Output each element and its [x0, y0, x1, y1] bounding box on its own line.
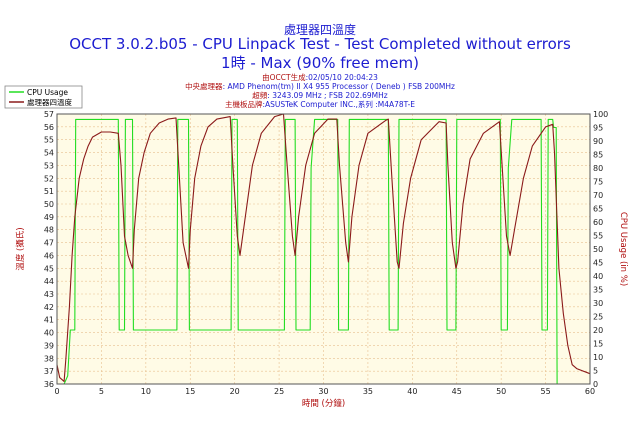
y-left-tick-label: 42 [44, 303, 54, 312]
y-left-tick-label: 39 [44, 341, 54, 350]
chart-title-line3: 1時 - Max (90% free mem) [221, 54, 419, 72]
y-right-tick-label: 80 [593, 164, 603, 173]
y-left-axis-ticks: 36 37 38 39 40 41 42 43 44 45 46 47 48 49 50 51 52 53 54 55… [44, 110, 54, 389]
y-left-tick-label: 40 [44, 329, 54, 338]
y-left-tick-label: 50 [44, 200, 54, 209]
y-right-axis-label: CPU Usage (in %) [618, 212, 628, 286]
x-tick-label: 60 [585, 387, 595, 396]
series-line-temperature [56, 113, 591, 382]
y-left-tick-label: 55 [44, 136, 54, 145]
info-overclock: 超頻: 3243.09 MHz ; FSB 202.69MHz [252, 91, 388, 100]
info-cpu: 中央處理器: AMD Phenom(tm) II X4 955 Processo… [185, 82, 455, 91]
y-left-tick-label: 49 [44, 213, 54, 222]
x-tick-label: 35 [363, 387, 373, 396]
y-left-tick-label: 38 [44, 354, 54, 363]
y-left-tick-label: 52 [44, 174, 54, 183]
y-left-tick-label: 54 [44, 149, 54, 158]
y-left-axis-label: 溫度 (攝氏) [15, 227, 26, 270]
y-right-tick-label: 90 [593, 137, 603, 146]
y-right-tick-label: 40 [593, 272, 603, 281]
y-right-tick-label: 5 [593, 367, 598, 376]
legend-box [4, 85, 83, 109]
x-tick-label: 10 [141, 387, 151, 396]
y-right-tick-label: 85 [593, 151, 603, 160]
y-left-tick-label: 37 [44, 367, 54, 376]
y-right-tick-label: 30 [593, 299, 603, 308]
y-left-tick-label: 44 [44, 277, 54, 286]
y-left-tick-label: 48 [44, 226, 54, 235]
x-tick-label: 45 [452, 387, 462, 396]
y-left-tick-label: 56 [44, 123, 54, 132]
plot-frame [56, 113, 591, 385]
y-right-tick-label: 10 [593, 353, 603, 362]
x-tick-label: 20 [230, 387, 240, 396]
y-right-tick-label: 35 [593, 286, 603, 295]
x-axis-label: 時間 (分鐘) [302, 398, 345, 409]
y-right-tick-label: 55 [593, 232, 603, 241]
y-left-tick-label: 46 [44, 251, 54, 260]
x-tick-label: 5 [99, 387, 104, 396]
y-left-tick-label: 57 [44, 110, 54, 119]
y-left-tick-label: 43 [44, 290, 54, 299]
y-right-tick-label: 15 [593, 340, 603, 349]
y-left-tick-label: 47 [44, 239, 54, 248]
info-motherboard: 主機板品牌:ASUSTeK Computer INC.,系列 :M4A78T-E [224, 100, 416, 109]
y-right-axis-ticks: 0 5 10 15 20 25 30 35 40 45 50 55 60 65 70 75 80 85 90 95 10… [593, 110, 608, 389]
x-axis-ticks: 0 5 10 15 20 25 30 35 40 45 50 55 60 [54, 387, 595, 396]
y-right-tick-label: 100 [593, 110, 608, 119]
x-tick-label: 40 [407, 387, 417, 396]
legend-label-cpu-usage: CPU Usage [27, 88, 68, 97]
y-left-tick-label: 45 [44, 264, 54, 273]
y-right-tick-label: 45 [593, 259, 603, 268]
legend: CPU Usage 處理器四溫度 [4, 85, 83, 109]
legend-label-temperature: 處理器四溫度 [27, 97, 72, 107]
x-tick-label: 50 [496, 387, 506, 396]
info-generated: 由OCCT生成:02/05/10 20:04:23 [262, 73, 378, 82]
y-right-tick-label: 70 [593, 191, 603, 200]
x-tick-label: 55 [540, 387, 550, 396]
y-left-tick-label: 36 [44, 380, 54, 389]
y-right-tick-label: 50 [593, 245, 603, 254]
y-right-tick-label: 60 [593, 218, 603, 227]
chart-title-line2: OCCT 3.0.2.b05 - CPU Linpack Test - Test… [69, 35, 571, 53]
x-tick-label: 0 [54, 387, 59, 396]
y-right-tick-label: 0 [593, 380, 598, 389]
y-right-tick-label: 20 [593, 326, 603, 335]
x-tick-label: 30 [318, 387, 328, 396]
x-tick-label: 15 [185, 387, 195, 396]
series-lines [56, 113, 591, 385]
y-left-tick-label: 41 [44, 316, 54, 325]
y-right-tick-label: 25 [593, 313, 603, 322]
y-left-tick-label: 53 [44, 161, 54, 170]
y-left-tick-label: 51 [44, 187, 54, 196]
chart-title-line1: 處理器四溫度 [283, 23, 356, 37]
series-line-cpu-usage [57, 118, 590, 385]
y-right-tick-label: 95 [593, 124, 603, 133]
y-right-tick-label: 65 [593, 205, 603, 214]
x-tick-label: 25 [274, 387, 284, 396]
y-right-tick-label: 75 [593, 178, 603, 187]
